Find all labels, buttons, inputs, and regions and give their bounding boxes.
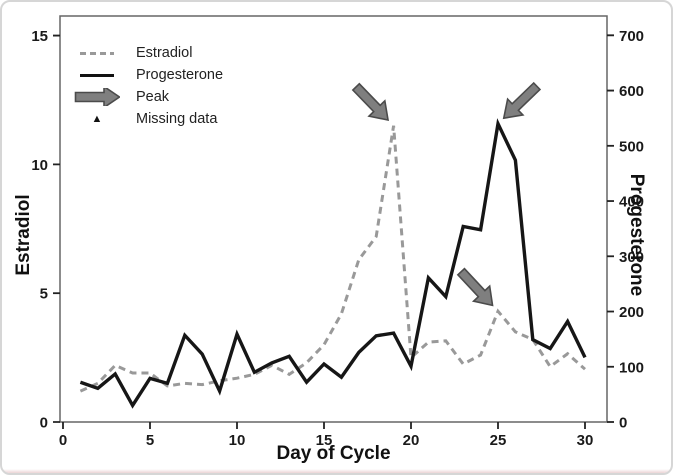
- y-right-tick-label: 400: [619, 194, 644, 211]
- plot-frame: [59, 15, 608, 423]
- legend-item-missing-data: ▲ Missing data: [72, 110, 223, 128]
- series-line-estradiol: [79, 125, 586, 393]
- legend-label: Progesterone: [136, 67, 224, 83]
- x-axis-tick-label: 20: [403, 432, 420, 449]
- legend: Estradiol Progesterone Peak ▲ Missing da…: [72, 44, 223, 128]
- y-left-tick-label: 15: [31, 28, 48, 45]
- y-left-tick-label: 10: [31, 157, 48, 174]
- legend-label: Missing data: [136, 111, 218, 127]
- legend-label: Peak: [136, 89, 170, 105]
- y-axis-left-title: Estradiol: [13, 194, 34, 276]
- dashed-line-swatch-icon: [72, 51, 122, 55]
- y-right-tick-label: 0: [619, 415, 627, 432]
- series-line-progesterone: [79, 118, 587, 409]
- legend-item-peak: Peak: [72, 88, 223, 106]
- peak-arrow-icon: [502, 81, 542, 120]
- peak-arrow-icon: [351, 82, 390, 122]
- y-left-tick-label: 5: [40, 286, 48, 303]
- y-right-tick-label: 100: [619, 359, 644, 376]
- peak-arrow-icon: [456, 267, 494, 307]
- legend-item-estradiol: Estradiol: [72, 44, 223, 62]
- legend-label: Estradiol: [136, 45, 193, 61]
- y-right-tick-label: 200: [619, 304, 644, 321]
- x-axis-tick-label: 30: [577, 432, 594, 449]
- x-axis-tick-label: 0: [59, 432, 67, 449]
- y-right-tick-label: 600: [619, 83, 644, 100]
- solid-line-swatch-icon: [72, 73, 122, 77]
- x-axis-tick-label: 10: [229, 432, 246, 449]
- triangle-icon: ▲: [91, 112, 103, 125]
- y-right-tick-label: 700: [619, 28, 644, 45]
- x-axis-tick-label: 5: [146, 432, 154, 449]
- x-axis-title: Day of Cycle: [276, 443, 391, 464]
- arrow-icon: [72, 88, 122, 106]
- x-axis-tick-label: 15: [316, 432, 333, 449]
- y-right-tick-label: 300: [619, 249, 644, 266]
- y-right-tick-label: 500: [619, 138, 644, 155]
- x-axis-tick-label: 25: [490, 432, 507, 449]
- legend-item-progesterone: Progesterone: [72, 66, 223, 84]
- y-left-tick-label: 0: [40, 415, 48, 432]
- y-axis-right-title: Progesterone: [626, 173, 647, 297]
